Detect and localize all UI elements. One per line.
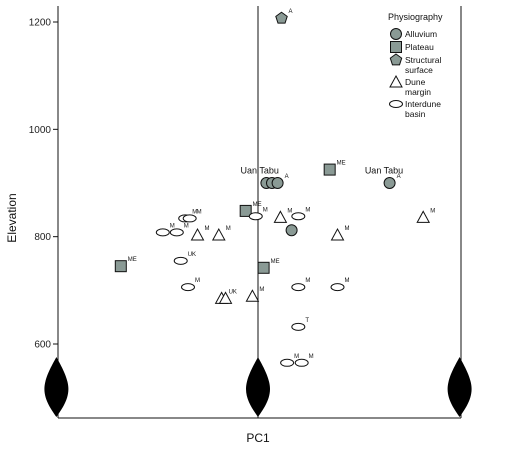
point-label: M	[430, 208, 435, 214]
legend-label-alluvium: Alluvium	[405, 29, 437, 39]
interdune-point	[291, 322, 306, 331]
point-label: M	[259, 287, 264, 293]
dune-point	[416, 210, 431, 223]
violin-shape	[44, 357, 69, 417]
violin-layer	[44, 357, 472, 417]
interdune-point	[291, 283, 306, 292]
axes: 600 800 1000 1200	[29, 6, 462, 419]
point-label: UK	[188, 252, 196, 258]
dune-point	[273, 210, 288, 223]
interdune-point	[181, 283, 195, 292]
x-axis-title: PC1	[246, 431, 270, 445]
point-label: M	[305, 278, 310, 284]
point-label: M	[287, 208, 292, 214]
point-label: ME	[253, 202, 262, 208]
legend-label-plateau: Plateau	[405, 42, 434, 52]
plateau-point	[239, 204, 252, 217]
dune-point	[190, 228, 205, 241]
interdune-point	[173, 256, 188, 265]
point-label: M	[170, 223, 175, 229]
interdune-point	[291, 212, 306, 221]
interdune-point	[155, 228, 170, 237]
dune-point	[245, 289, 260, 302]
plateau-point	[257, 261, 270, 274]
violin-shape	[447, 357, 472, 417]
legend-marker-dune	[389, 74, 403, 88]
legend-label-dune: Dune	[405, 77, 426, 87]
point-label: M	[309, 354, 314, 360]
point-label: M	[197, 209, 202, 215]
legend-label-interdune: Interdune	[405, 99, 441, 109]
point-label: T	[305, 318, 309, 324]
plateau-point	[114, 260, 127, 273]
point-label: M	[205, 226, 210, 232]
point-label: ME	[337, 161, 346, 167]
y-tick-label: 1200	[29, 18, 52, 29]
interdune-point	[330, 283, 345, 292]
annotations: Uan Tabu Uan Tabu	[240, 165, 403, 175]
point-label: M	[195, 278, 200, 284]
point-label: M	[294, 354, 299, 360]
legend-label-structural: Structural	[405, 55, 441, 65]
dune-point	[218, 291, 233, 304]
point-label: A	[289, 9, 293, 15]
structural-point	[275, 11, 288, 24]
point-label: M	[263, 207, 268, 213]
interdune-point	[294, 358, 309, 367]
point-label: A	[397, 174, 401, 180]
point-label: M	[345, 226, 350, 232]
legend-label-dune: margin	[405, 87, 431, 97]
legend: Physiography Alluvium Plateau Structuralsur…	[388, 12, 443, 119]
interdune-point	[182, 214, 197, 223]
point-label: ME	[128, 257, 137, 263]
annotation-label: Uan Tabu	[240, 165, 278, 175]
point-label: M	[226, 226, 231, 232]
dune-point	[330, 228, 345, 241]
legend-label-interdune: basin	[405, 109, 426, 119]
legend-marker-alluvium	[390, 28, 402, 40]
legend-marker-interdune	[389, 100, 403, 108]
y-tick-label: 1000	[29, 125, 52, 136]
legend-marker-plateau	[390, 41, 402, 53]
point-label: A	[285, 174, 289, 180]
y-tick-label: 600	[34, 340, 51, 351]
dune-point	[211, 228, 226, 241]
point-label: UK	[229, 289, 237, 295]
y-axis-title: Elevation	[5, 193, 19, 242]
legend-title: Physiography	[388, 12, 443, 22]
point-label: M	[192, 209, 197, 215]
legend-marker-structural	[389, 53, 403, 66]
alluvium-point	[383, 177, 396, 189]
alluvium-point	[285, 224, 298, 237]
alluvium-point	[271, 177, 284, 189]
interdune-point	[169, 228, 184, 237]
plateau-point	[323, 163, 336, 176]
point-label: M	[184, 223, 189, 229]
y-tick-label: 800	[34, 232, 51, 243]
legend-label-structural: surface	[405, 65, 433, 75]
interdune-point	[248, 212, 263, 221]
interdune-point	[280, 358, 295, 367]
violin-shape	[246, 357, 270, 417]
point-label: ME	[271, 259, 280, 265]
point-label: M	[345, 278, 350, 284]
point-label: M	[305, 207, 310, 213]
annotation-label: Uan Tabu	[365, 165, 403, 175]
